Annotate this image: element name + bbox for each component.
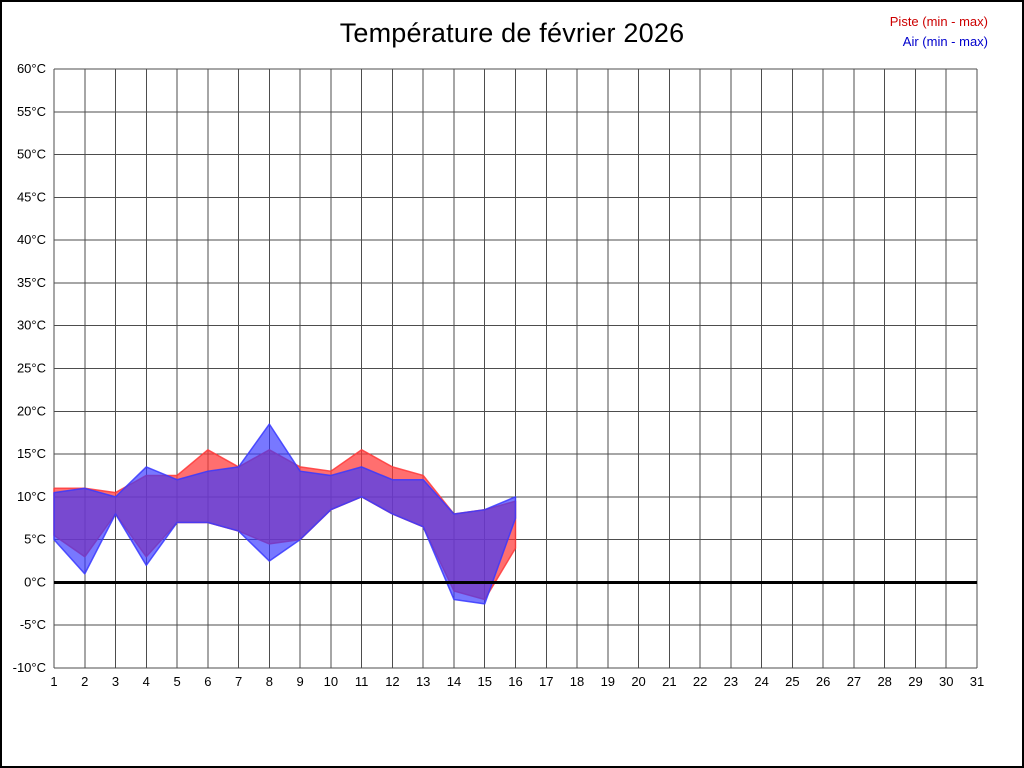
x-tick-label: 4 xyxy=(143,674,150,689)
x-tick-label: 26 xyxy=(816,674,830,689)
x-tick-label: 6 xyxy=(204,674,211,689)
x-tick-label: 18 xyxy=(570,674,584,689)
x-tick-label: 5 xyxy=(173,674,180,689)
x-tick-label: 7 xyxy=(235,674,242,689)
x-tick-label: 20 xyxy=(631,674,645,689)
y-tick-label: 20°C xyxy=(17,403,46,418)
x-tick-label: 25 xyxy=(785,674,799,689)
y-tick-label: 40°C xyxy=(17,232,46,247)
x-tick-label: 11 xyxy=(355,674,369,689)
y-tick-label: 45°C xyxy=(17,189,46,204)
y-tick-label: -5°C xyxy=(20,617,46,632)
x-tick-label: 29 xyxy=(908,674,922,689)
air-band xyxy=(53,423,517,605)
legend-piste: Piste (min - max) xyxy=(889,14,988,29)
x-tick-label: 14 xyxy=(447,674,461,689)
x-tick-label: 21 xyxy=(662,674,676,689)
y-tick-label: 35°C xyxy=(17,275,46,290)
x-tick-label: 23 xyxy=(724,674,738,689)
y-tick-label: 50°C xyxy=(17,147,46,162)
x-tick-label: 2 xyxy=(81,674,88,689)
y-tick-label: 15°C xyxy=(17,446,46,461)
x-tick-label: 24 xyxy=(754,674,768,689)
y-tick-label: 0°C xyxy=(24,574,46,589)
chart-title: Température de février 2026 xyxy=(339,18,685,48)
x-tick-label: 17 xyxy=(539,674,553,689)
x-tick-label: 27 xyxy=(847,674,861,689)
x-tick-label: 9 xyxy=(297,674,304,689)
y-tick-label: 10°C xyxy=(17,489,46,504)
x-tick-label: 28 xyxy=(877,674,891,689)
legend-air: Air (min - max) xyxy=(902,34,988,49)
y-tick-label: 30°C xyxy=(17,318,46,333)
x-tick-label: 31 xyxy=(970,674,984,689)
x-tick-label: 3 xyxy=(112,674,119,689)
x-tick-label: 22 xyxy=(693,674,707,689)
chart-legend: Piste (min - max) Air (min - max) xyxy=(890,12,988,52)
x-tick-label: 1 xyxy=(50,674,57,689)
x-tick-label: 12 xyxy=(385,674,399,689)
y-tick-label: 60°C xyxy=(17,61,46,76)
y-tick-label: 5°C xyxy=(24,532,46,547)
x-tick-label: 16 xyxy=(508,674,522,689)
x-tick-label: 13 xyxy=(416,674,430,689)
x-tick-label: 30 xyxy=(939,674,953,689)
x-tick-label: 8 xyxy=(266,674,273,689)
y-tick-label: -10°C xyxy=(13,660,46,675)
x-tick-label: 10 xyxy=(324,674,338,689)
x-tick-label: 19 xyxy=(601,674,615,689)
x-tick-label: 15 xyxy=(477,674,491,689)
y-tick-label: 25°C xyxy=(17,361,46,376)
y-tick-label: 55°C xyxy=(17,104,46,119)
